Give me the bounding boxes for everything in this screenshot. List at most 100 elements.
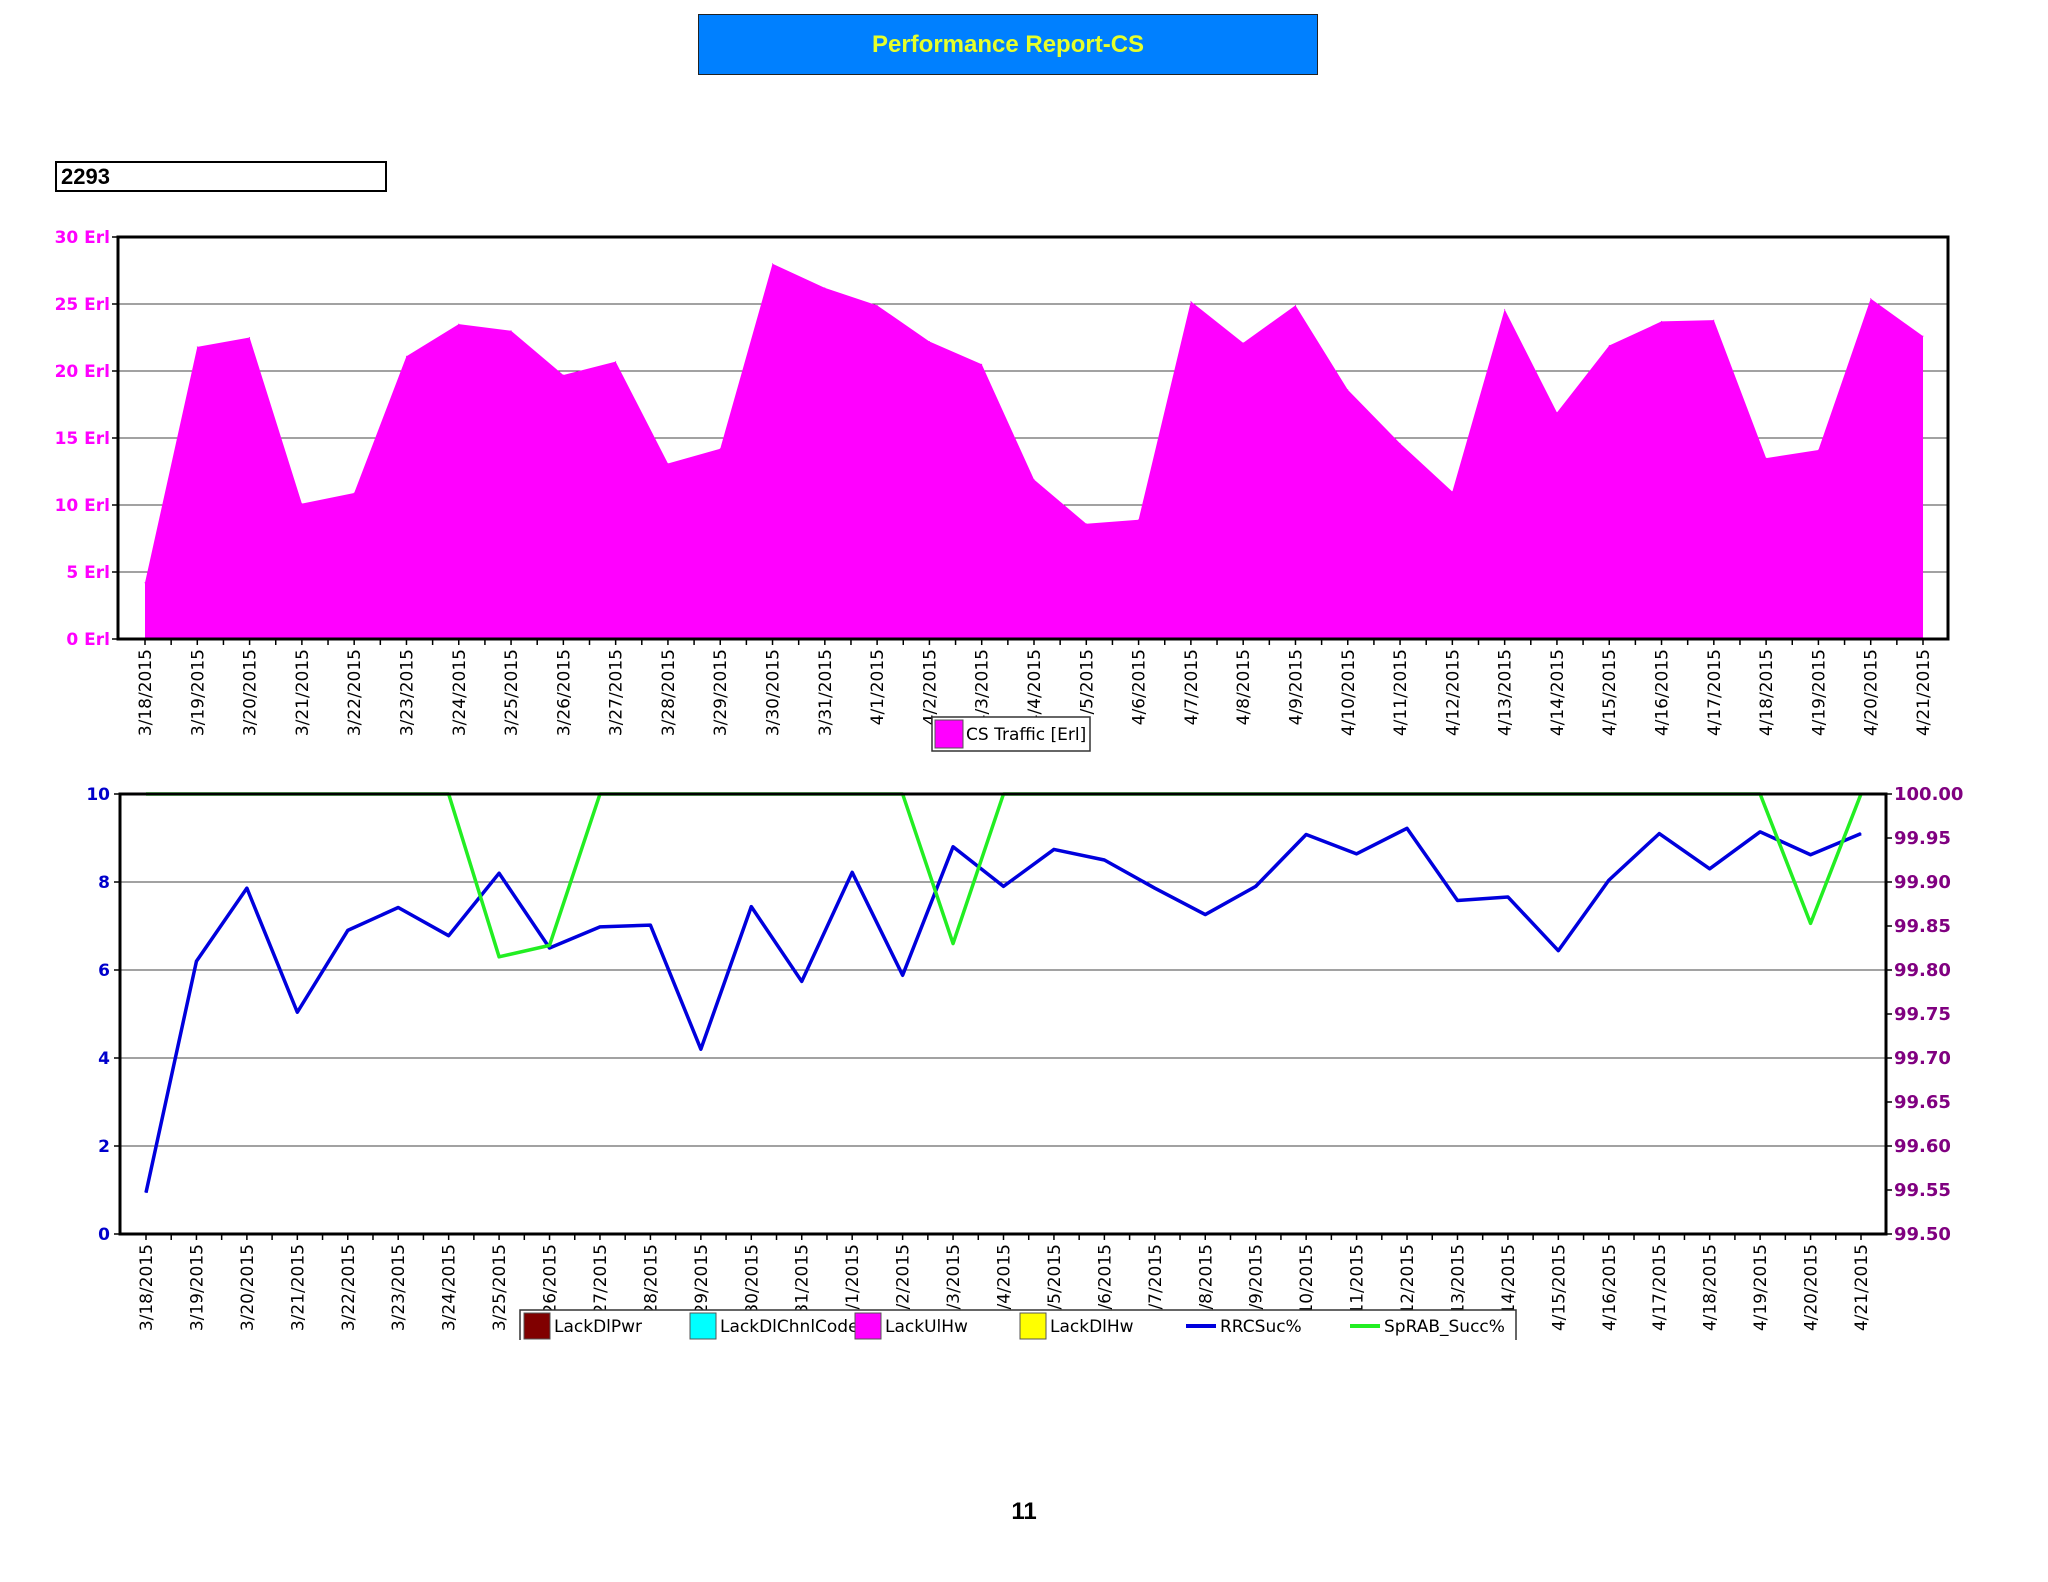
x-tick-label: 3/29/2015 (711, 649, 731, 736)
cs-traffic-point (1608, 345, 1610, 347)
x-tick-label: /4/2015 (995, 1244, 1015, 1310)
cs-traffic-point (615, 361, 617, 363)
cs-traffic-point (144, 582, 146, 584)
series-point (750, 906, 752, 908)
x-tick-label: 3/31/2015 (816, 649, 836, 736)
x-tick-label: 30/2015 (742, 1244, 762, 1315)
cs-traffic-point (405, 355, 407, 357)
series-point (448, 935, 450, 937)
x-tick-label: 10/2015 (1297, 1244, 1317, 1315)
series-point (1860, 833, 1862, 835)
x-tick-label: /1/2015 (843, 1244, 863, 1310)
legend-label: LackDlHw (1050, 1317, 1134, 1337)
x-tick-label: 4/16/2015 (1600, 1244, 1620, 1331)
plot-border (118, 792, 1888, 1236)
x-tick-label: 3/20/2015 (238, 1244, 258, 1331)
series-point (1759, 831, 1761, 833)
series-point (1456, 899, 1458, 901)
success-rate-x-ticks: 3/18/2015 3/19/2015 3/20/2015 3/21/2015 3/22… (137, 1234, 1872, 1331)
x-tick-label: 31/2015 (793, 1244, 813, 1315)
y-tick-label: 0 Erl (66, 630, 110, 650)
x-tick-label: 4/12/2015 (1443, 649, 1463, 736)
series-point (145, 1192, 147, 1194)
x-tick-label: 4/16/2015 (1653, 649, 1673, 736)
series-line-rrcsuc (144, 826, 1862, 1194)
cs-traffic-point (1451, 491, 1453, 493)
y-tick-label: 10 Erl (55, 496, 110, 516)
cs-traffic-point (353, 492, 355, 494)
series-point (549, 947, 551, 949)
site-id: 2293 (61, 163, 110, 189)
series-point (1810, 922, 1812, 924)
legend-swatch (689, 1312, 717, 1340)
x-tick-label: /7/2015 (1146, 1244, 1166, 1310)
x-tick-label: 4/3/2015 (973, 649, 993, 725)
x-tick-label: /3/2015 (944, 1244, 964, 1310)
y-tick-label: 15 Erl (55, 429, 110, 449)
report-title: Performance Report-CS (871, 30, 1145, 58)
series-point (397, 907, 399, 909)
x-tick-label: 3/28/2015 (659, 649, 679, 736)
series-point (1103, 859, 1105, 861)
series-point (599, 926, 601, 928)
series-line-sprabsucc (146, 792, 1863, 959)
cs-traffic-point (1713, 319, 1715, 321)
x-tick-label: 3/23/2015 (389, 1244, 409, 1331)
x-tick-label: 4/11/2015 (1391, 649, 1411, 736)
series-point (952, 846, 954, 848)
cs-traffic-point (1556, 412, 1558, 414)
cs-traffic-point (772, 263, 774, 265)
y-tick-label: 30 Erl (55, 228, 110, 248)
x-tick-label: 3/25/2015 (502, 649, 522, 736)
y-tick-label-left: 6 (98, 961, 110, 981)
cs-traffic-point (1138, 519, 1140, 521)
x-tick-label: 27/2015 (591, 1244, 611, 1315)
y-tick-label: 25 Erl (55, 295, 110, 315)
x-tick-label: 4/13/2015 (1496, 649, 1516, 736)
cs-traffic-point (1870, 298, 1872, 300)
cs-traffic-point (1765, 457, 1767, 459)
y-tick-label-right: 99.75 (1894, 1004, 1951, 1025)
x-tick-label: /2/2015 (894, 1244, 914, 1310)
x-tick-label: 4/14/2015 (1548, 649, 1568, 736)
y-tick-label-right: 100.00 (1894, 784, 1963, 805)
cs-traffic-point (458, 323, 460, 325)
x-tick-label: 4/8/2015 (1234, 649, 1254, 725)
page-number: 11 (1011, 1498, 1037, 1525)
series-point (498, 956, 500, 958)
cs-traffic-point (1922, 335, 1924, 337)
series-point (1305, 833, 1307, 835)
series-point (1154, 887, 1156, 889)
x-tick-label: /6/2015 (1095, 1244, 1115, 1310)
legend-label: RRCSuc% (1220, 1317, 1302, 1337)
x-tick-label: 4/10/2015 (1339, 649, 1359, 736)
series-point (1810, 854, 1812, 856)
y-tick-label: 20 Erl (55, 362, 110, 382)
x-tick-label: 12/2015 (1398, 1244, 1418, 1315)
cs-traffic-area-layer (144, 263, 1924, 639)
x-tick-label: 4/21/2015 (1852, 1244, 1872, 1331)
cs-traffic-point (1817, 449, 1819, 451)
series-point (952, 943, 954, 945)
x-tick-label: 3/24/2015 (440, 1244, 460, 1331)
x-tick-label: 4/17/2015 (1650, 1244, 1670, 1331)
series-point (195, 960, 197, 962)
x-tick-label: 3/19/2015 (188, 649, 208, 736)
cs-traffic-point (249, 337, 251, 338)
series-point (246, 887, 248, 889)
y-tick-label-right: 99.60 (1894, 1136, 1951, 1157)
x-tick-label: 3/26/2015 (554, 649, 574, 736)
series-point (1608, 879, 1610, 881)
series-point (1356, 853, 1358, 855)
report-title-banner: Performance Report-CS (698, 14, 1318, 75)
y-tick-label-right: 99.70 (1894, 1048, 1951, 1069)
series-point (1204, 914, 1206, 916)
y-tick-label-right: 99.65 (1894, 1092, 1951, 1113)
x-tick-label: /5/2015 (1045, 1244, 1065, 1310)
x-tick-label: 3/23/2015 (397, 649, 417, 736)
cs-traffic-y-ticks: 0 Erl 5 Erl 10 Erl 15 Erl 20 Erl 25 Erl 30 Erl (55, 228, 118, 650)
x-tick-label: 3/21/2015 (293, 649, 313, 736)
y-tick-label-left: 8 (98, 873, 110, 893)
legend-swatch (854, 1312, 882, 1340)
